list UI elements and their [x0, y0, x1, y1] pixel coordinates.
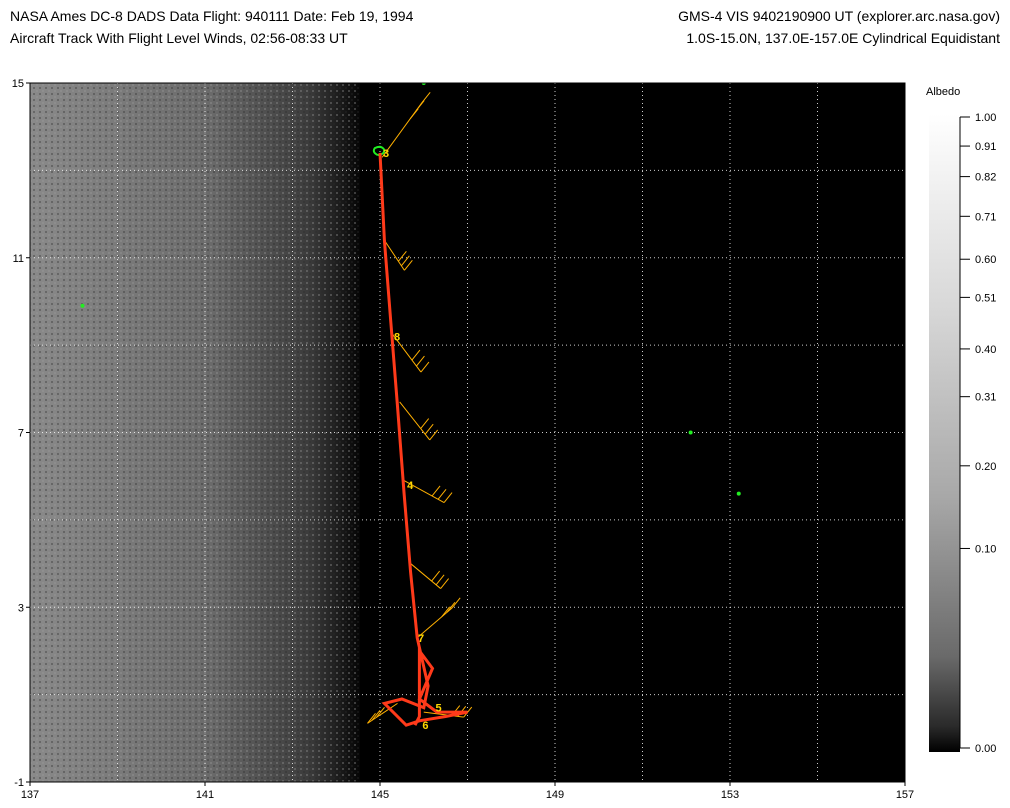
header-title-line1: NASA Ames DC-8 DADS Data Flight: 940111 … [10, 8, 414, 24]
colorbar-tick-label: 0.82 [975, 172, 996, 184]
wind-barb-feather [367, 713, 376, 724]
x-tick-label: 149 [546, 789, 564, 801]
wind-barb [423, 711, 464, 718]
wind-barb-feather [420, 361, 430, 373]
colorbar-tick-label: 0.31 [975, 392, 996, 404]
y-tick-label: 11 [13, 253, 24, 265]
island-guam [372, 145, 386, 157]
wind-barb-feather [400, 255, 410, 267]
wind-barb-feather [440, 578, 450, 589]
wind-barb [383, 239, 405, 271]
wind-barb-feather [429, 429, 439, 441]
island [688, 430, 693, 435]
colorbar-ticks: 1.00 0.91 0.82 0.71 0.60 0.51 0.40 0.31 0.20 0.10… [959, 112, 996, 755]
wind-barb-feather [416, 355, 425, 367]
y-tick-label: -1 [14, 777, 24, 789]
wind-barbs [367, 91, 473, 724]
wind-barb-feather [376, 707, 385, 718]
x-tick-label: 157 [896, 789, 914, 801]
hour-label: 7 [418, 633, 424, 645]
wind-barb-feather [463, 706, 473, 718]
colorbar [929, 114, 960, 752]
colorbar-tick-label: 0.40 [975, 344, 996, 356]
hour-label: 5 [436, 703, 442, 715]
wind-barb [416, 607, 453, 639]
header-projection-line: 1.0S-15.0N, 137.0E-157.0E Cylindrical Eq… [686, 30, 1000, 46]
x-tick-label: 145 [371, 789, 389, 801]
colorbar-title: Albedo [926, 86, 960, 98]
colorbar-tick-label: 0.20 [975, 461, 996, 473]
y-axis-ticks: -1 3 7 11 15 [12, 78, 30, 789]
y-tick-label: 3 [18, 602, 24, 614]
wind-barb-feather [420, 418, 430, 429]
flight-track [378, 152, 468, 727]
hour-label: 8 [394, 331, 400, 343]
wind-barb-feather [421, 91, 431, 103]
header-source-line: GMS-4 VIS 9402190900 UT (explorer.arc.na… [678, 8, 1000, 24]
wind-barb-feather [435, 574, 445, 586]
hour-marks: 3 8 4 7 56 [383, 148, 442, 732]
wind-barb-feather [371, 710, 381, 721]
wind-barb-feather [431, 570, 441, 582]
y-tick-label: 7 [18, 428, 24, 440]
lat-lon-grid [30, 83, 905, 782]
hour-label: 3 [383, 148, 389, 160]
x-tick-label: 153 [721, 789, 739, 801]
wind-barb [403, 480, 445, 503]
x-axis-ticks: 137 141 145 149 153 157 [21, 782, 914, 801]
wind-barb-feather [446, 602, 456, 613]
y-tick-label: 15 [12, 78, 24, 90]
hour-label: 4 [407, 480, 414, 492]
wind-barb [399, 401, 431, 441]
wind-barb-feather [437, 488, 447, 500]
colorbar-tick-label: 0.51 [975, 292, 996, 304]
colorbar-tick-label: 0.10 [975, 543, 996, 555]
wind-barb-feather [403, 259, 413, 271]
x-tick-label: 141 [196, 789, 214, 801]
hour-label: 6 [422, 720, 428, 732]
colorbar-tick-label: 1.00 [975, 112, 996, 124]
colorbar-tick-label: 0.00 [975, 743, 996, 755]
header-title-line2: Aircraft Track With Flight Level Winds, … [10, 30, 348, 46]
island [80, 303, 85, 308]
wind-barb-feather [397, 250, 407, 262]
wind-barb-feather [431, 485, 441, 497]
wind-barb [390, 331, 422, 373]
wind-barb-feather [441, 606, 451, 618]
wind-barb-feather [451, 597, 461, 609]
island [736, 491, 741, 496]
wind-barb-feather [443, 492, 453, 503]
colorbar-tick-label: 0.91 [975, 141, 996, 153]
wind-barb-feather [411, 349, 421, 361]
wind-barb-feather [424, 423, 434, 435]
colorbar-tick-label: 0.71 [975, 211, 996, 223]
colorbar-tick-label: 0.60 [975, 254, 996, 266]
x-tick-label: 137 [21, 789, 39, 801]
wind-barb [410, 563, 441, 589]
